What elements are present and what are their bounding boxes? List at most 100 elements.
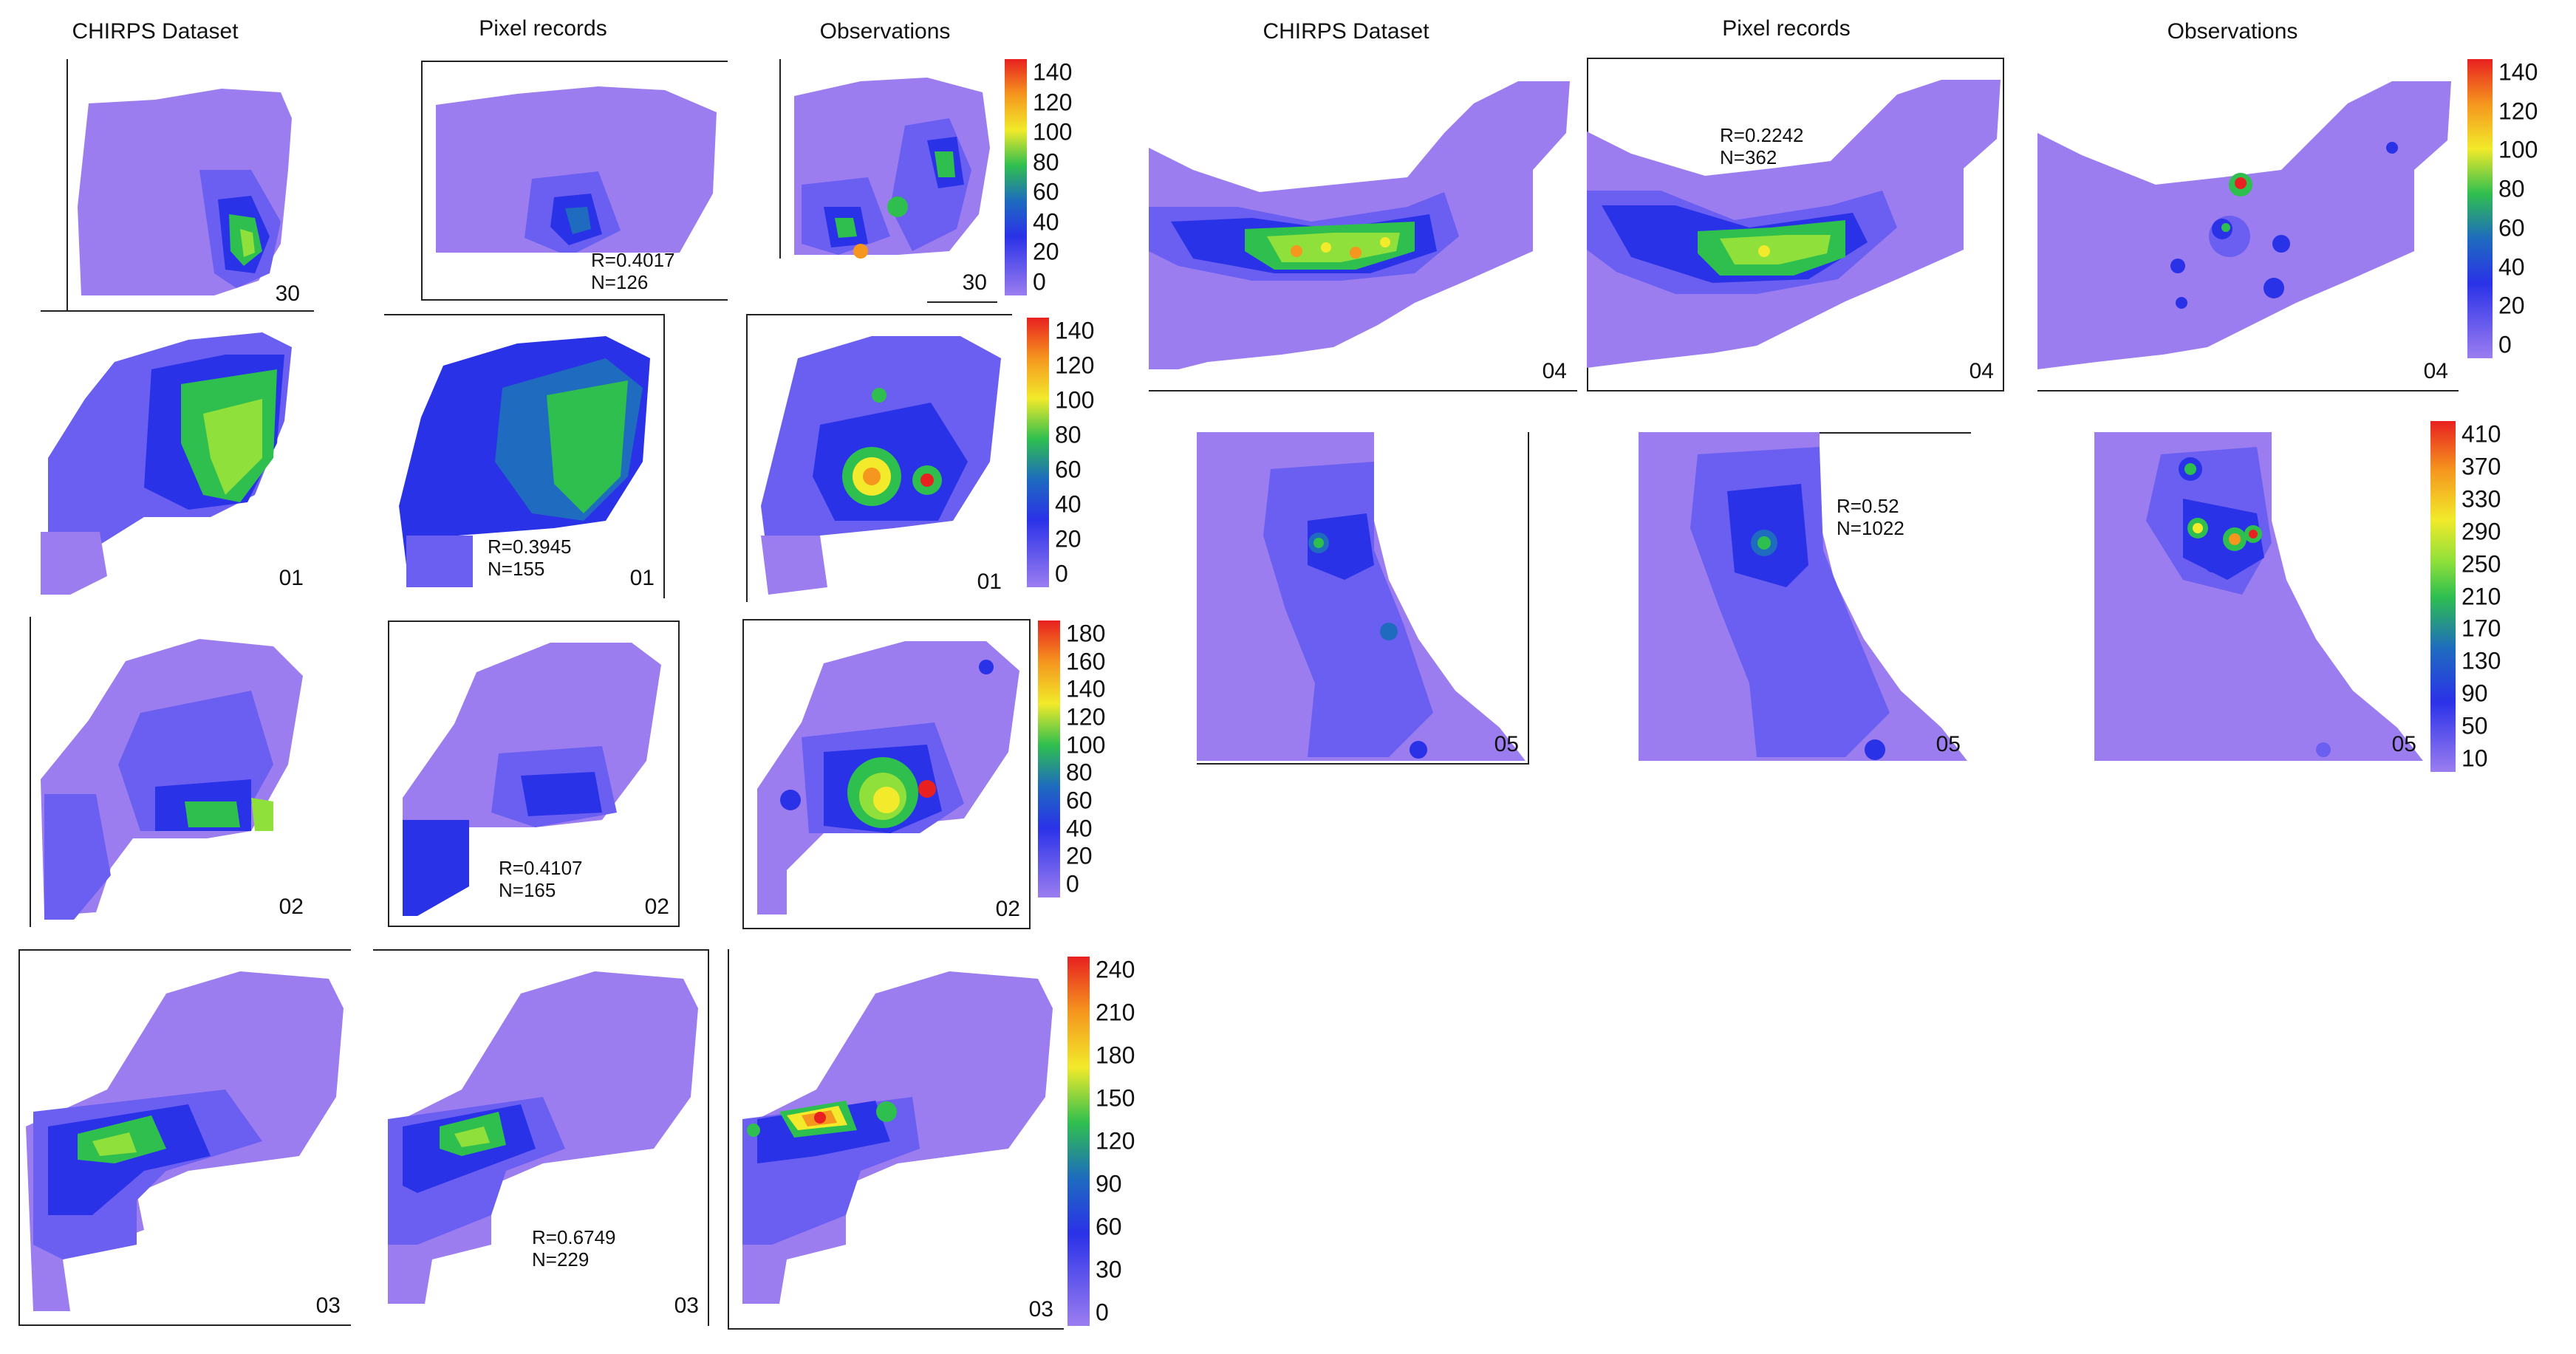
date-label: 04 bbox=[1542, 359, 1567, 383]
rainfall-map bbox=[41, 332, 292, 595]
colorbar-gradient bbox=[1027, 318, 1049, 587]
colorbar-tick-label: 410 bbox=[2461, 420, 2501, 448]
colorbar-tick-label: 0 bbox=[2498, 331, 2512, 358]
colorbar-row-03: 240 210 180 150 120 90 60 30 0 bbox=[1067, 957, 1164, 1326]
colorbar-tick-label: 170 bbox=[2461, 615, 2501, 642]
colorbar-row-04: 140 120 100 80 60 40 20 0 bbox=[2467, 59, 2563, 358]
colorbar-tick-label: 100 bbox=[2498, 136, 2538, 163]
n-value: N=362 bbox=[1720, 146, 1777, 168]
colorbar-tick-label: 40 bbox=[1055, 490, 1082, 518]
colorbar-tick-label: 0 bbox=[1055, 560, 1068, 587]
date-label: 05 bbox=[1494, 732, 1519, 756]
colorbar-tick-label: 370 bbox=[2461, 453, 2501, 480]
colorbar-tick-label: 140 bbox=[2498, 58, 2538, 86]
rainfall-map bbox=[1639, 432, 1967, 761]
colorbar-tick-label: 120 bbox=[1055, 352, 1095, 379]
date-label: 03 bbox=[1028, 1297, 1053, 1321]
rainfall-map bbox=[761, 336, 1001, 595]
map-panel-pixel-01: R=0.3945 N=155 01 bbox=[384, 314, 665, 598]
colorbar-tick-label: 250 bbox=[2461, 550, 2501, 578]
colorbar-gradient bbox=[1038, 620, 1060, 897]
colorbar-row-30: 140 120 100 80 60 40 20 0 bbox=[1005, 59, 1093, 295]
r-value: R=0.4107 bbox=[499, 857, 583, 879]
map-panel-observations-30: 30 bbox=[779, 59, 997, 303]
colorbar-tick-label: 100 bbox=[1066, 731, 1106, 759]
colorbar-tick-label: 60 bbox=[1055, 456, 1082, 483]
rainfall-map bbox=[2037, 81, 2451, 369]
colorbar-tick-label: 150 bbox=[1096, 1084, 1135, 1112]
correlation-stats: R=0.4107 N=165 bbox=[499, 857, 582, 901]
colorbar-tick-label: 60 bbox=[2498, 214, 2525, 242]
r-value: R=0.52 bbox=[1837, 495, 1899, 517]
colorbar-tick-label: 20 bbox=[1055, 525, 1082, 553]
colorbar-tick-label: 330 bbox=[2461, 485, 2501, 513]
map-panel-pixel-05: R=0.52 N=1022 05 bbox=[1639, 432, 1971, 765]
colorbar-tick-label: 60 bbox=[1066, 787, 1093, 814]
map-panel-chirps-02: 02 bbox=[30, 617, 314, 927]
colorbar-tick-label: 40 bbox=[1033, 208, 1059, 236]
colorbar-tick-label: 80 bbox=[1066, 759, 1093, 786]
column-title-pixel-left: Pixel records bbox=[479, 16, 607, 41]
rainfall-map bbox=[388, 971, 698, 1304]
map-panel-pixel-04: R=0.2242 N=362 04 bbox=[1587, 58, 2004, 392]
column-title-pixel-right: Pixel records bbox=[1722, 16, 1851, 41]
colorbar-tick-label: 120 bbox=[2498, 98, 2538, 125]
rainfall-map bbox=[1587, 80, 2001, 368]
colorbar-tick-label: 120 bbox=[1033, 89, 1073, 116]
rainfall-map bbox=[1149, 81, 1570, 369]
colorbar-tick-label: 90 bbox=[1096, 1170, 1122, 1197]
map-panel-observations-04: 04 bbox=[2037, 59, 2459, 392]
colorbar-tick-label: 180 bbox=[1066, 620, 1106, 647]
map-panel-chirps-03: 03 bbox=[18, 949, 351, 1326]
colorbar-tick-label: 60 bbox=[1033, 178, 1059, 205]
colorbar-tick-label: 240 bbox=[1096, 956, 1135, 983]
rainfall-map bbox=[399, 336, 650, 587]
colorbar-tick-label: 140 bbox=[1066, 675, 1106, 702]
date-label: 02 bbox=[995, 897, 1020, 921]
colorbar-tick-label: 10 bbox=[2461, 745, 2488, 772]
rainfall-map bbox=[26, 971, 344, 1311]
n-value: N=229 bbox=[532, 1248, 590, 1271]
date-label: 01 bbox=[279, 566, 304, 590]
rainfall-map bbox=[403, 643, 661, 916]
colorbar-tick-label: 120 bbox=[1096, 1127, 1135, 1155]
map-panel-chirps-04: 04 bbox=[1149, 59, 1577, 392]
rainfall-map bbox=[428, 86, 717, 282]
date-label: 04 bbox=[2423, 359, 2448, 383]
map-panel-observations-05: 05 bbox=[2094, 432, 2427, 765]
rainfall-map bbox=[41, 639, 303, 920]
colorbar-tick-label: 80 bbox=[2498, 175, 2525, 202]
colorbar-tick-label: 20 bbox=[1033, 238, 1059, 265]
colorbar-tick-label: 50 bbox=[2461, 712, 2488, 739]
correlation-stats: R=0.3945 N=155 bbox=[488, 536, 571, 580]
colorbar-row-01: 140 120 100 80 60 40 20 0 bbox=[1027, 318, 1116, 587]
date-label: 30 bbox=[275, 281, 300, 306]
date-label: 02 bbox=[279, 895, 304, 919]
colorbar-tick-label: 40 bbox=[1066, 815, 1093, 842]
colorbar-tick-label: 210 bbox=[2461, 583, 2501, 609]
colorbar-row-02: 180 160 140 120 100 80 60 40 20 0 bbox=[1038, 620, 1127, 897]
colorbar-tick-label: 140 bbox=[1055, 317, 1095, 344]
rainfall-map bbox=[78, 89, 292, 295]
n-value: N=126 bbox=[591, 271, 649, 293]
rainfall-map bbox=[1197, 432, 1526, 761]
r-value: R=0.3945 bbox=[488, 536, 572, 558]
date-label: 30 bbox=[962, 270, 987, 295]
colorbar-gradient bbox=[1067, 957, 1090, 1326]
colorbar-tick-label: 40 bbox=[2498, 253, 2525, 281]
colorbar-tick-label: 180 bbox=[1096, 1042, 1135, 1069]
date-label: 05 bbox=[1936, 732, 1961, 756]
date-label: 01 bbox=[977, 570, 1002, 594]
column-title-chirps-left: CHIRPS Dataset bbox=[72, 19, 239, 44]
map-panel-chirps-30: 30 bbox=[66, 59, 310, 314]
r-value: R=0.2242 bbox=[1720, 124, 1804, 146]
rainfall-map bbox=[757, 641, 1019, 914]
map-panel-observations-03: 03 bbox=[728, 949, 1064, 1330]
colorbar-tick-label: 100 bbox=[1055, 386, 1095, 414]
colorbar-tick-label: 60 bbox=[1096, 1213, 1122, 1240]
colorbar-tick-label: 130 bbox=[2461, 647, 2501, 674]
correlation-stats: R=0.52 N=1022 bbox=[1837, 495, 1904, 539]
correlation-stats: R=0.6749 N=229 bbox=[532, 1226, 615, 1271]
date-label: 03 bbox=[315, 1293, 341, 1318]
colorbar-tick-label: 0 bbox=[1033, 268, 1046, 295]
